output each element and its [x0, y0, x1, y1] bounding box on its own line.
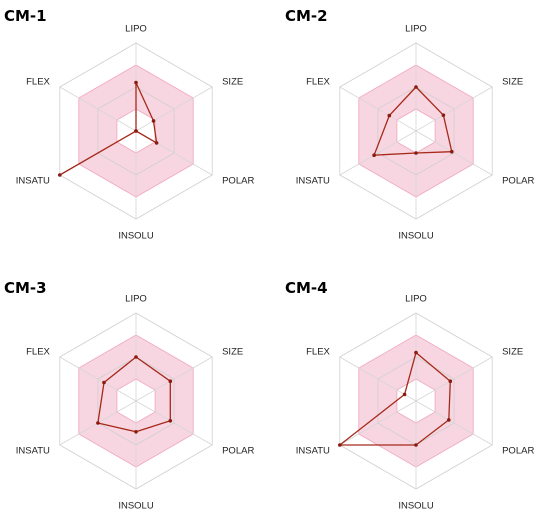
- data-point-polar: [450, 149, 454, 154]
- radar-panel-cm-2: LIPO SIZE POLAR INSOLU INSATU FLEX CM-2: [285, 7, 534, 241]
- axis-label-lipo: LIPO: [405, 294, 427, 305]
- axis-label-lipo: LIPO: [125, 294, 147, 305]
- data-point-size: [151, 119, 156, 123]
- axis-label-insatu: INSATU: [16, 446, 50, 457]
- data-point-polar: [168, 419, 173, 423]
- panel-title-cm-2: CM-2: [285, 7, 328, 25]
- axis-label-size: SIZE: [222, 76, 243, 87]
- spoke-polar: [415, 400, 493, 446]
- data-point-insolu: [134, 430, 138, 434]
- axis-label-polar: POLAR: [502, 446, 534, 457]
- axis-label-insatu: INSATU: [296, 446, 330, 457]
- spoke-flex: [59, 356, 137, 402]
- data-point-lipo: [134, 80, 138, 85]
- spoke-size: [415, 356, 493, 402]
- spoke-insatu: [339, 400, 417, 446]
- axis-label-size: SIZE: [502, 76, 523, 87]
- axis-label-flex: FLEX: [26, 76, 50, 87]
- data-point-flex: [134, 129, 138, 133]
- radar-panel-cm-4: LIPO SIZE POLAR INSOLU INSATU FLEX CM-4: [285, 279, 534, 511]
- data-point-size: [441, 113, 446, 117]
- data-point-polar: [154, 141, 159, 145]
- axis-label-insolu: INSOLU: [398, 230, 434, 241]
- spoke-insatu: [339, 130, 417, 176]
- axis-label-flex: FLEX: [306, 76, 330, 87]
- axis-label-insatu: INSATU: [296, 176, 330, 187]
- optimal-range-band: [78, 65, 194, 197]
- spoke-size: [135, 356, 213, 402]
- optimal-range-band: [358, 335, 474, 467]
- optimal-range-band: [78, 335, 194, 467]
- optimal-range-band: [358, 65, 474, 197]
- axis-label-size: SIZE: [222, 346, 243, 357]
- axis-label-insolu: INSOLU: [118, 500, 154, 511]
- data-point-size: [448, 379, 453, 384]
- radar-panel-cm-3: LIPO SIZE POLAR INSOLU INSATU FLEX CM-3: [4, 279, 254, 511]
- data-point-insolu: [414, 443, 418, 447]
- panel-title-cm-3: CM-3: [4, 279, 47, 297]
- panel-title-cm-1: CM-1: [4, 7, 47, 25]
- spoke-size: [415, 86, 493, 132]
- axis-label-flex: FLEX: [306, 346, 330, 357]
- axis-label-insolu: INSOLU: [398, 500, 434, 511]
- spoke-size: [135, 86, 213, 132]
- data-point-flex: [102, 380, 106, 385]
- axis-label-lipo: LIPO: [125, 24, 147, 35]
- data-point-insolu: [414, 151, 418, 155]
- axis-label-lipo: LIPO: [405, 24, 427, 35]
- data-point-polar: [447, 418, 451, 422]
- axis-label-size: SIZE: [502, 346, 523, 357]
- data-point-insatu: [338, 443, 342, 447]
- data-point-insatu: [96, 421, 100, 425]
- radar-panel-cm-1: LIPO SIZE POLAR INSOLU INSATU FLEX CM-1: [4, 7, 254, 241]
- spoke-polar: [415, 130, 493, 176]
- axis-label-polar: POLAR: [222, 176, 254, 187]
- axis-label-insolu: INSOLU: [118, 230, 154, 241]
- data-point-flex: [387, 113, 392, 118]
- data-point-lipo: [134, 355, 138, 359]
- data-point-lipo: [414, 85, 418, 89]
- axis-label-polar: POLAR: [502, 176, 534, 187]
- axis-label-flex: FLEX: [26, 346, 50, 357]
- spoke-polar: [135, 400, 213, 446]
- data-point-insatu: [58, 173, 62, 177]
- spoke-flex: [339, 86, 417, 132]
- data-point-size: [168, 379, 173, 384]
- axis-label-insatu: INSATU: [16, 176, 50, 187]
- spoke-flex: [59, 86, 137, 132]
- data-point-flex: [402, 392, 407, 397]
- axis-label-polar: POLAR: [222, 446, 254, 457]
- panel-title-cm-4: CM-4: [285, 279, 328, 297]
- data-point-lipo: [414, 350, 418, 355]
- data-point-insatu: [372, 153, 376, 157]
